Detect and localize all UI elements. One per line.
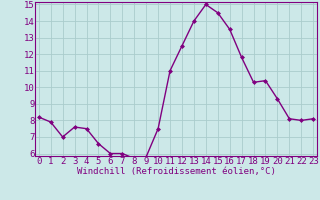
X-axis label: Windchill (Refroidissement éolien,°C): Windchill (Refroidissement éolien,°C) [76,167,276,176]
